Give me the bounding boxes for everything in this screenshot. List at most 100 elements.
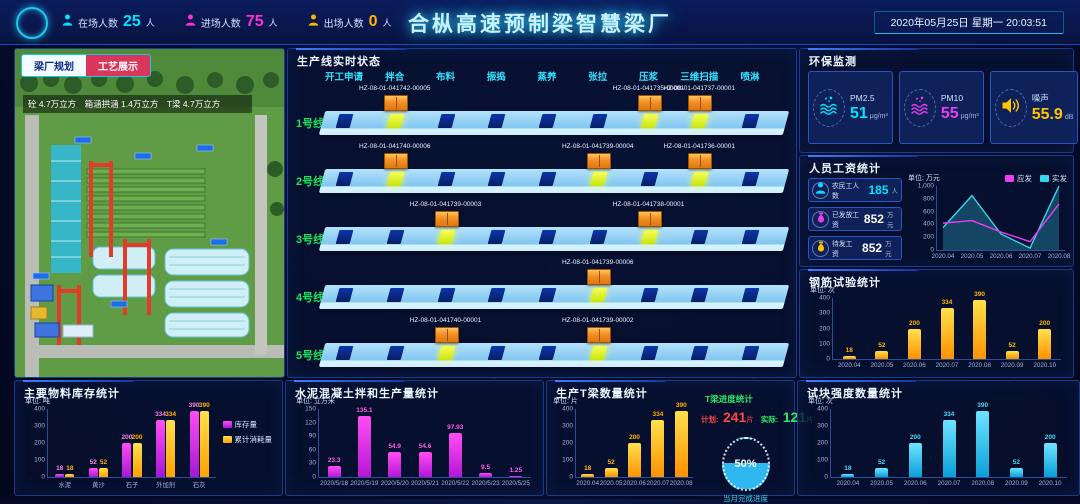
station-label-2: 布料 (435, 72, 456, 83)
bar-value-label: 52 (878, 342, 886, 350)
chart-unit-label: 单位: 次 (810, 287, 835, 294)
bar-value-label: 200 (1044, 434, 1056, 441)
conveyor-cell (437, 172, 455, 186)
chart-unit-label: 单位: 立方米 (296, 398, 335, 405)
env-value: 55 (940, 104, 959, 122)
bar (327, 466, 341, 477)
bar (604, 468, 618, 477)
conveyor-cell (487, 230, 506, 244)
dust-icon (819, 96, 839, 120)
production-line-row: 4号线 HZ-08-01-041739-00006 (296, 259, 790, 317)
conveyor-cell (386, 288, 405, 302)
legend-label: 库存量 (234, 420, 258, 429)
conveyor-cell (741, 172, 760, 186)
logo-icon (16, 7, 48, 39)
conveyor-cell (640, 114, 658, 128)
x-axis-label: 2020/5/19 (350, 480, 379, 487)
beam-marker[interactable] (434, 327, 459, 343)
y-axis-tick: 0 (569, 473, 573, 481)
legend-swatch (222, 421, 232, 428)
bar-value-label: 334 (941, 299, 953, 307)
bar-value-label: 390 (675, 401, 687, 409)
bar-value-label: 200 (908, 319, 920, 327)
conveyor-cell (640, 230, 658, 244)
salary-stat-label: 待发工资 (832, 241, 853, 258)
bar (122, 443, 132, 477)
env-icon-ring (903, 88, 936, 127)
legend-item[interactable]: 库存量 (222, 419, 258, 430)
station-label-1: 拌合 (385, 72, 405, 83)
beam-marker[interactable] (688, 95, 713, 111)
bar-value-label: 200 (909, 434, 921, 441)
station-label-6: 压浆 (638, 72, 659, 83)
y-axis-tick: 400 (562, 405, 573, 413)
conveyor-cell (335, 288, 354, 302)
env-unit: μg/m³ (960, 112, 979, 120)
salary-stat-label: 已发放工资 (832, 212, 860, 229)
x-axis-label: 2020.06 (623, 480, 646, 487)
beam-marker[interactable] (586, 269, 611, 285)
bar-value-label: 334 (165, 411, 177, 419)
beam-marker[interactable] (637, 95, 662, 111)
y-axis-tick: 200 (923, 233, 934, 241)
beam-marker[interactable] (383, 95, 408, 111)
x-axis-label: 2020.04 (837, 362, 861, 369)
production-lines: 1号线 HZ-08-01-041742-00005 HZ-08-01-041735-… (296, 85, 790, 375)
legend-label: 累计消耗量 (234, 435, 273, 444)
bar (448, 432, 462, 477)
chart-plot: 0 200 400 600 800 1,000 2020.04 2020.05 2020.06 2… (918, 183, 1071, 261)
x-axis-label: 2020/5/25 (501, 480, 530, 487)
salary-stat-value: 852 (863, 212, 884, 226)
tab-factory-plan[interactable]: 梁厂规划 (22, 55, 86, 76)
beam-marker[interactable] (586, 327, 611, 343)
env-info: PM2.5 51 μg/m³ (850, 93, 888, 123)
legend-item[interactable]: 实发 (1040, 173, 1067, 184)
tab-process-demo[interactable]: 工艺展示 (86, 55, 150, 76)
bar-value-label: 334 (943, 411, 955, 419)
beam-marker[interactable] (434, 211, 459, 227)
y-axis-tick: 120 (305, 419, 316, 427)
bar (1009, 468, 1023, 477)
tbeam-progress-title: T梁进度统计 (705, 394, 753, 404)
x-axis-label: 2020.06 (903, 362, 926, 369)
legend-swatch (1040, 175, 1049, 182)
bar (628, 443, 641, 477)
env-icon-ring (813, 88, 845, 127)
person-icon (62, 13, 73, 31)
bar-value-label: 52 (877, 459, 886, 467)
beam-id-label: HZ-08-01-041738-00001 (612, 201, 685, 208)
bar (357, 415, 371, 477)
env-label: PM10 (940, 92, 964, 103)
bar (940, 308, 954, 359)
header-stat-1: 进场人数 75 人 (185, 13, 278, 31)
tbeam-count-chart: 单位: 片 0 100 200 300 400 2020.04 18 2020.05 52 2020… (551, 397, 697, 491)
concrete-panel-title: 水泥混凝土拌和生产量统计 (295, 388, 439, 400)
beam-marker[interactable] (688, 153, 713, 169)
x-axis-label: 外加剂 (156, 482, 176, 489)
y-axis-tick: 600 (923, 208, 934, 216)
chart-plot: 0 100 200 300 400 2020.04 18 2020.05 52 2020.06 20… (817, 402, 1067, 487)
station-label-7: 三维扫描 (680, 72, 719, 83)
bar (509, 476, 523, 477)
bar (1005, 351, 1019, 359)
bar-value-label: 200 (131, 434, 143, 441)
y-axis-tick: 30 (308, 459, 316, 467)
station-label-8: 喷淋 (740, 72, 760, 83)
bar (651, 420, 665, 477)
conveyor-cell (589, 172, 608, 186)
y-axis-tick: 100 (819, 340, 830, 348)
money-icon (816, 210, 826, 228)
salary-stat-label: 农民工人数 (832, 183, 860, 200)
legend-item[interactable]: 累计消耗量 (222, 434, 273, 445)
bar-value-label: 390 (974, 290, 985, 298)
y-axis-tick: 300 (819, 309, 830, 317)
beam-marker[interactable] (586, 153, 611, 169)
materials-panel: 主要物料库存统计 单位: 吨 0 100 200 300 400 水泥 18 18 黄沙 52 52 石… (14, 380, 283, 496)
beam-marker[interactable] (637, 211, 662, 227)
legend-item[interactable]: 应发 (1005, 173, 1032, 184)
beam-id-label: HZ-08-01-041739-00004 (561, 143, 634, 150)
y-axis-tick: 0 (824, 473, 828, 481)
x-axis-label: 2020.07 (935, 362, 959, 369)
bar-value-label: 390 (198, 401, 210, 409)
beam-marker[interactable] (383, 153, 408, 169)
